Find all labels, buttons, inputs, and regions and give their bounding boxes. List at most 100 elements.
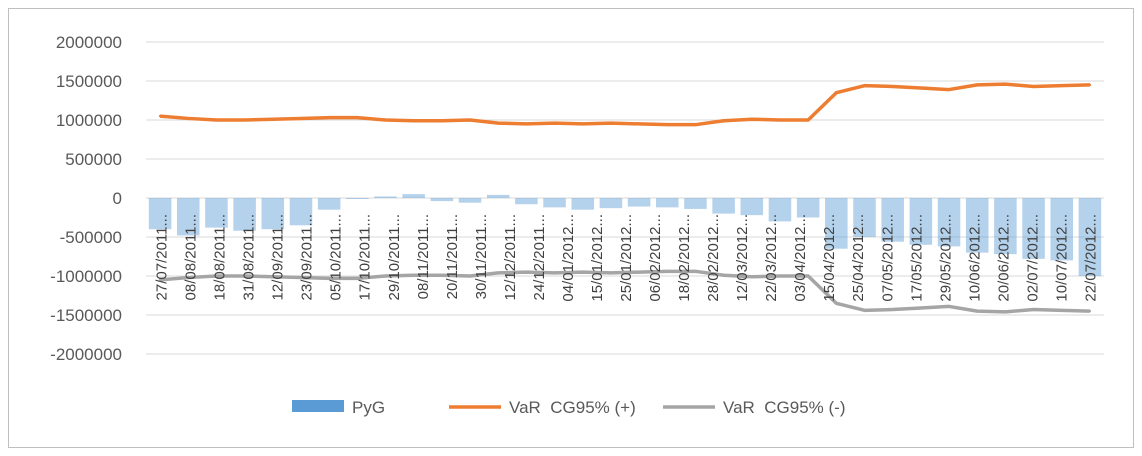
point-var-pos [778, 118, 782, 122]
bar-pyg [205, 198, 228, 228]
bar-pyg [796, 198, 820, 218]
point-var-pos [835, 91, 838, 94]
y-tick-label: -2000000 [50, 345, 122, 364]
point-var-pos [412, 119, 415, 122]
chart-frame: 2000000 1500000 1000000 500000 0 -500000 -1000… [8, 8, 1134, 448]
x-tick-label: 08/11/2011... [415, 214, 432, 299]
point-var-neg [215, 274, 218, 278]
bar-pyg [1022, 198, 1045, 259]
legend-swatch-pyg [292, 400, 344, 412]
point-var-neg [891, 308, 894, 311]
point-var-pos [1032, 85, 1035, 88]
point-var-pos [440, 119, 444, 122]
point-var-pos [525, 122, 528, 126]
x-tick-label: 10/06/2012... [966, 214, 983, 302]
point-var-pos [553, 121, 556, 125]
point-var-neg [947, 305, 951, 308]
point-var-pos [187, 117, 190, 120]
point-var-pos [356, 116, 359, 119]
x-tick-label: 25/01/2012... [618, 214, 635, 302]
bar-pyg [909, 198, 933, 245]
bar-pyg [881, 198, 904, 242]
bar-pyg [655, 198, 679, 208]
point-var-neg [158, 278, 162, 282]
point-var-pos [299, 117, 303, 120]
x-tick-label: 15/04/2012... [821, 214, 838, 302]
x-tick-label: 20/11/2011... [444, 214, 461, 299]
x-tick-label: 12/12/2011... [502, 214, 519, 300]
point-var-neg [694, 270, 697, 273]
point-var-pos [327, 116, 331, 119]
point-var-neg [666, 270, 669, 273]
y-tick-label: 1500000 [56, 72, 122, 91]
x-tick-label: 12/09/2011... [270, 214, 287, 300]
point-var-pos [384, 118, 387, 122]
point-var-neg [412, 274, 415, 277]
bar-pyg [543, 198, 566, 208]
legend-label: PyG [352, 398, 385, 417]
point-var-neg [919, 306, 923, 310]
x-tick-label: 15/01/2012... [589, 214, 606, 302]
y-tick-label: 0 [113, 189, 122, 208]
bar-pyg [458, 198, 482, 203]
bar-pyg [402, 194, 425, 198]
bar-pyg [599, 198, 623, 209]
bar-pyg [176, 198, 200, 236]
point-var-pos [609, 121, 613, 125]
x-tick-label: 30/11/2011... [473, 214, 490, 299]
x-tick-label: 12/03/2012... [734, 214, 751, 302]
bar-pyg [937, 198, 961, 247]
bar-pyg [853, 198, 876, 237]
bar-pyg [712, 198, 735, 214]
point-var-pos [468, 118, 472, 122]
bar-pyg [1050, 198, 1074, 261]
point-var-pos [215, 118, 218, 122]
x-tick-label: 06/02/2012... [647, 214, 664, 302]
y-tick-label: 2000000 [56, 33, 122, 52]
point-var-neg [271, 275, 274, 278]
point-var-neg [356, 277, 359, 280]
line-var-pos [159, 82, 1090, 127]
point-var-neg [581, 270, 584, 274]
point-var-neg [863, 309, 866, 312]
bar-pyg [317, 198, 341, 210]
point-var-pos [497, 121, 500, 125]
point-var-neg [327, 277, 331, 280]
point-var-neg [187, 276, 190, 279]
point-var-neg [835, 302, 838, 305]
bar-pyg [768, 198, 792, 222]
x-tick-label: 29/10/2011... [386, 214, 403, 300]
bar-pyg [430, 198, 454, 202]
x-tick-label: 18/08/2011... [212, 214, 229, 300]
bar-pyg [515, 198, 538, 205]
point-var-pos [919, 86, 923, 90]
bar-pyg [825, 198, 848, 249]
x-tick-label: 28/02/2012... [705, 214, 722, 302]
x-tick-label: 05/10/2011... [328, 214, 345, 300]
point-var-pos [806, 118, 810, 122]
x-tick-label: 04/01/2012... [560, 214, 577, 302]
point-var-neg [806, 274, 810, 278]
point-var-neg [553, 271, 556, 275]
point-var-neg [440, 274, 444, 277]
bar-pyg [374, 196, 397, 198]
point-var-pos [694, 123, 697, 126]
point-var-neg [1004, 310, 1007, 314]
bar-pyg [289, 198, 313, 226]
y-tick-label: 1000000 [56, 111, 122, 130]
x-tick-label: 22/03/2012... [763, 214, 780, 302]
bar-pyg [346, 198, 369, 199]
x-tick-label: 03/04/2012... [792, 214, 809, 302]
y-tick-label: 500000 [65, 150, 122, 169]
bar-pyg [486, 194, 510, 198]
x-tick-label: 23/09/2011... [299, 214, 316, 300]
bar-pyg [994, 198, 1017, 255]
point-var-pos [637, 122, 641, 126]
point-var-neg [750, 275, 753, 278]
point-var-neg [243, 274, 246, 278]
bar-pyg [571, 198, 595, 210]
point-var-pos [666, 123, 669, 126]
x-tick-label: 10/07/2012... [1053, 214, 1070, 302]
y-tick-label: -500000 [60, 228, 122, 247]
point-var-neg [384, 274, 387, 278]
